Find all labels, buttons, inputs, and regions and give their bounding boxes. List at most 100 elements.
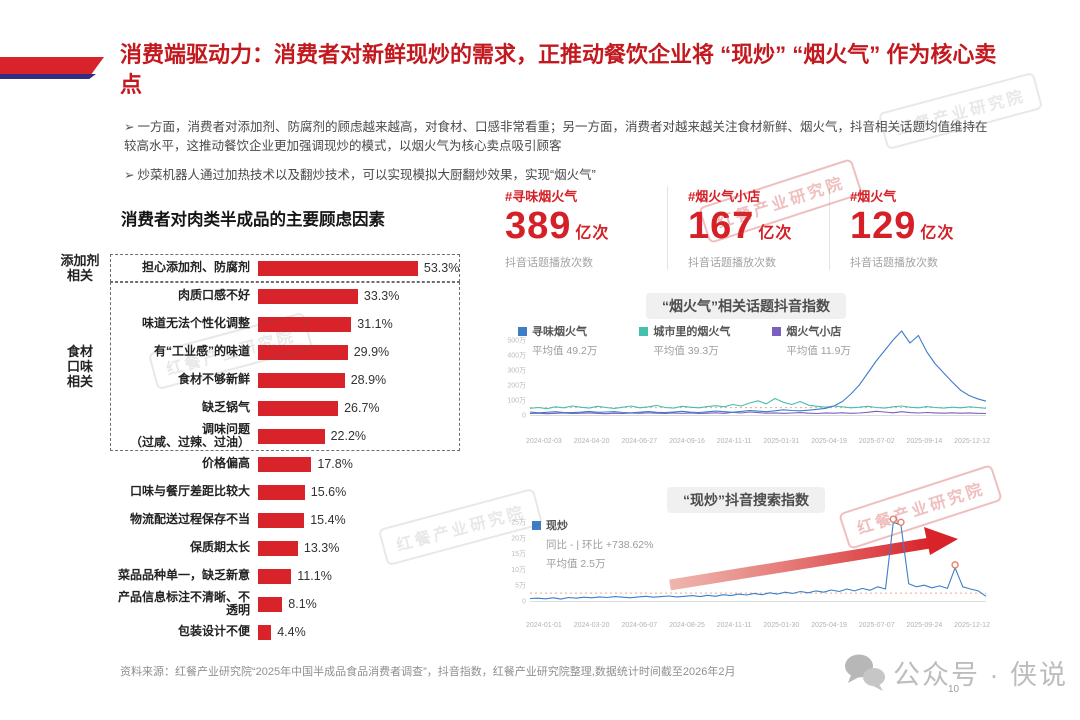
bar-label: 有“工业感”的味道 [153,344,250,359]
x-tick-label: 2024-06-07 [621,622,658,629]
legend-average: 平均值 39.3万 [653,345,719,357]
bar [258,456,312,472]
group-label-additive: 添加剂 相关 [60,253,100,283]
bar-label: 口味与餐厅差距比较大 [129,484,250,499]
bar-value: 4.4% [277,625,306,639]
stat-unit: 亿次 [758,225,793,242]
bar-value: 15.6% [310,485,347,499]
bar-row: 产品信息标注不清晰、不透明 8.1% [112,590,460,618]
line-chart2-title: “现炒”抖音搜索指数 [667,487,825,513]
legend-item: 现炒 [532,517,653,533]
x-tick-label: 2024-11-11 [716,438,752,445]
legend-swatch [518,326,527,336]
line-chart1-legend: 寻味烟火气 平均值 49.2万 城市里的烟火气 平均值 39.3万 烟火气小店 平均值 1… [518,323,851,358]
bar-row: 包装设计不便 4.4% [112,618,460,646]
bar-value: 29.9% [353,345,390,359]
bar-label: 食材不够新鲜 [177,372,250,387]
svg-text:10万: 10万 [511,566,526,574]
bar [258,400,339,416]
stat-value: 389 亿次 [505,205,610,247]
bar-value: 13.3% [303,541,340,555]
bar-value: 22.2% [330,429,367,443]
x-tick-label: 2025-12-12 [954,622,990,629]
bar-value: 28.9% [350,373,387,387]
line-chart2: 25万 20万 15万 10万 5万 0 [511,515,987,606]
svg-text:5万: 5万 [515,582,526,590]
bar-label: 调味问题 （过咸、过辣、过油） [129,421,250,449]
bullet-text: 一方面，消费者对添加剂、防腐剂的顾虑越来越高，对食材、口感非常看重；另一方面，消… [124,120,988,154]
svg-text:100万: 100万 [507,397,526,405]
svg-text:200万: 200万 [507,382,526,390]
stat-card: #烟火气 129 亿次 抖音话题播放次数 [829,186,991,270]
stat-card: #寻味烟火气 389 亿次 抖音话题播放次数 [505,186,667,270]
bar-row: 味道无法个性化调整 31.1% [112,310,460,338]
svg-text:0: 0 [522,599,526,606]
legend-label: 寻味烟火气 [532,326,587,338]
bar-label: 肉质口感不好 [177,288,250,303]
stat-hashtag: #烟火气 [850,189,897,204]
legend-swatch [639,326,649,336]
x-tick-label: 2025-09-14 [906,438,943,445]
bar [258,344,348,360]
bar-row: 食材不够新鲜 28.9% [112,366,460,394]
bar-label: 包装设计不便 [177,624,250,639]
bar [258,372,345,388]
svg-text:20万: 20万 [511,534,526,542]
svg-text:15万: 15万 [511,550,526,558]
bar [258,288,358,304]
chart-title-wrap: “烟火气”相关话题抖音指数 [500,293,992,319]
line-chart1-title: “烟火气”相关话题抖音指数 [646,293,846,319]
legend-item: 烟火气小店 平均值 11.9万 [772,323,851,358]
bar-row: 缺乏锅气 26.7% [112,394,460,422]
bullet-item: ➢ 一方面，消费者对添加剂、防腐剂的顾虑越来越高，对食材、口感非常看重；另一方面，… [124,118,990,157]
douyin-topic-stats: #寻味烟火气 389 亿次 抖音话题播放次数 #烟火气小店 167 亿次 抖音话题播放次数 #烟… [505,186,991,270]
bullet-arrow-icon: ➢ [124,120,135,134]
svg-text:300万: 300万 [507,367,526,375]
x-tick-label: 2024-03-20 [573,622,610,629]
bar-label: 产品信息标注不清晰、不透明 [117,589,250,617]
bar-row: 有“工业感”的味道 29.9% [112,338,460,366]
stat-unit: 亿次 [920,225,955,242]
bar-row: 调味问题 （过咸、过辣、过油） 22.2% [112,422,460,450]
legend-item: 寻味烟火气 平均值 49.2万 [518,323,597,358]
bar-value: 8.1% [288,597,317,611]
bar-value: 53.3% [423,261,460,275]
x-tick-label: 2024-08-25 [669,622,705,629]
brand-watermark-text: 公众号 · 侠说 [893,659,1068,690]
x-tick-label: 2024-02-03 [526,438,562,445]
bar-label: 保质期太长 [189,540,250,555]
yoy-mom-stat: 同比 - | 环比 +738.62% [546,539,654,551]
bar-label: 担心添加剂、防腐剂 [141,260,250,275]
x-tick-label: 2025-01-30 [763,622,800,629]
bar-value: 15.4% [310,513,346,527]
bar-row: 担心添加剂、防腐剂 53.3% [112,254,460,282]
bar [258,484,305,500]
legend-label: 城市里的烟火气 [653,326,731,338]
bar [258,512,305,528]
summary-bullets: ➢ 一方面，消费者对添加剂、防腐剂的顾虑越来越高，对食材、口感非常看重；另一方面，… [124,118,990,194]
legend-swatch [532,520,541,530]
x-tick-label: 2024-09-16 [669,438,705,445]
bar-label: 菜品品种单一，缺乏新意 [117,568,250,583]
bar-row: 物流配送过程保存不当 15.4% [112,506,460,534]
chart-title-wrap: “现炒”抖音搜索指数 [500,487,992,513]
stat-caption: 抖音话题播放次数 [688,256,776,269]
bar-label: 味道无法个性化调整 [141,316,250,331]
bar-label: 物流配送过程保存不当 [129,512,250,527]
bar [258,596,283,612]
bar [258,624,272,640]
bar [258,428,325,444]
bar-label: 缺乏锅气 [201,400,250,415]
bar-row: 保质期太长 13.3% [112,534,460,562]
legend-label: 烟火气小店 [786,326,842,338]
x-tick-label: 2024-04-20 [573,438,610,445]
legend-item: 城市里的烟火气 平均值 39.3万 [639,323,730,358]
bullet-text: 炒菜机器人通过加热技术以及翻炒技术，可以实现模拟大厨翻炒效果，实现“烟火气” [137,167,596,182]
bullet-item: ➢ 炒菜机器人通过加热技术以及翻炒技术，可以实现模拟大厨翻炒效果，实现“烟火气” [124,166,990,185]
bar-label: 价格偏高 [201,456,250,471]
brand-watermark: 公众号 · 侠说 [843,652,1068,692]
svg-text:0: 0 [522,413,526,420]
bullet-arrow-icon: ➢ [124,167,135,182]
x-tick-label: 2024-06-27 [621,438,658,445]
bar-chart-title: 消费者对肉类半成品的主要顾虑因素 [121,211,385,229]
